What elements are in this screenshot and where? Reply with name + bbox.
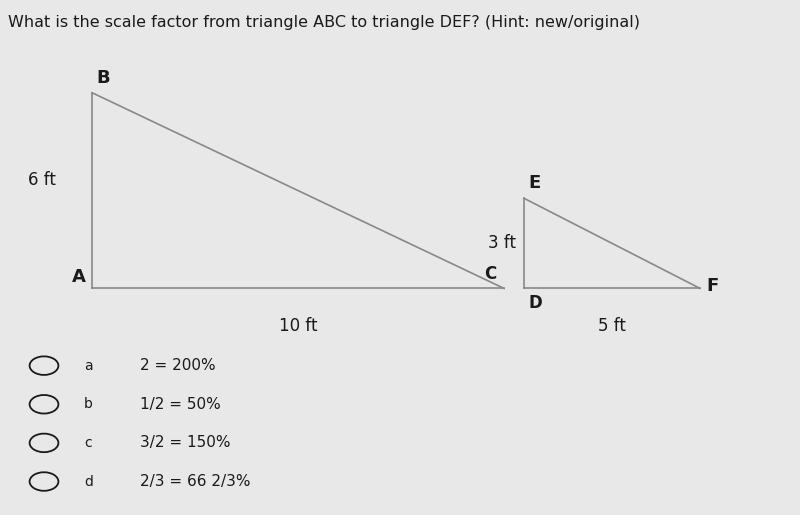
Text: 6 ft: 6 ft [28,171,56,189]
Text: 1/2 = 50%: 1/2 = 50% [140,397,221,412]
Text: D: D [528,294,542,312]
Text: a: a [84,358,93,373]
Text: B: B [96,68,110,87]
Text: E: E [528,174,540,192]
Text: c: c [84,436,92,450]
Text: 5 ft: 5 ft [598,317,626,335]
Text: 3 ft: 3 ft [488,234,516,252]
Text: C: C [484,265,496,283]
Text: d: d [84,474,93,489]
Text: b: b [84,397,93,411]
Text: 3/2 = 150%: 3/2 = 150% [140,435,230,451]
Text: A: A [72,268,86,286]
Text: 10 ft: 10 ft [278,317,318,335]
Text: What is the scale factor from triangle ABC to triangle DEF? (Hint: new/original): What is the scale factor from triangle A… [8,15,640,30]
Text: F: F [706,277,718,295]
Text: 2 = 200%: 2 = 200% [140,358,216,373]
Text: 2/3 = 66 2/3%: 2/3 = 66 2/3% [140,474,250,489]
